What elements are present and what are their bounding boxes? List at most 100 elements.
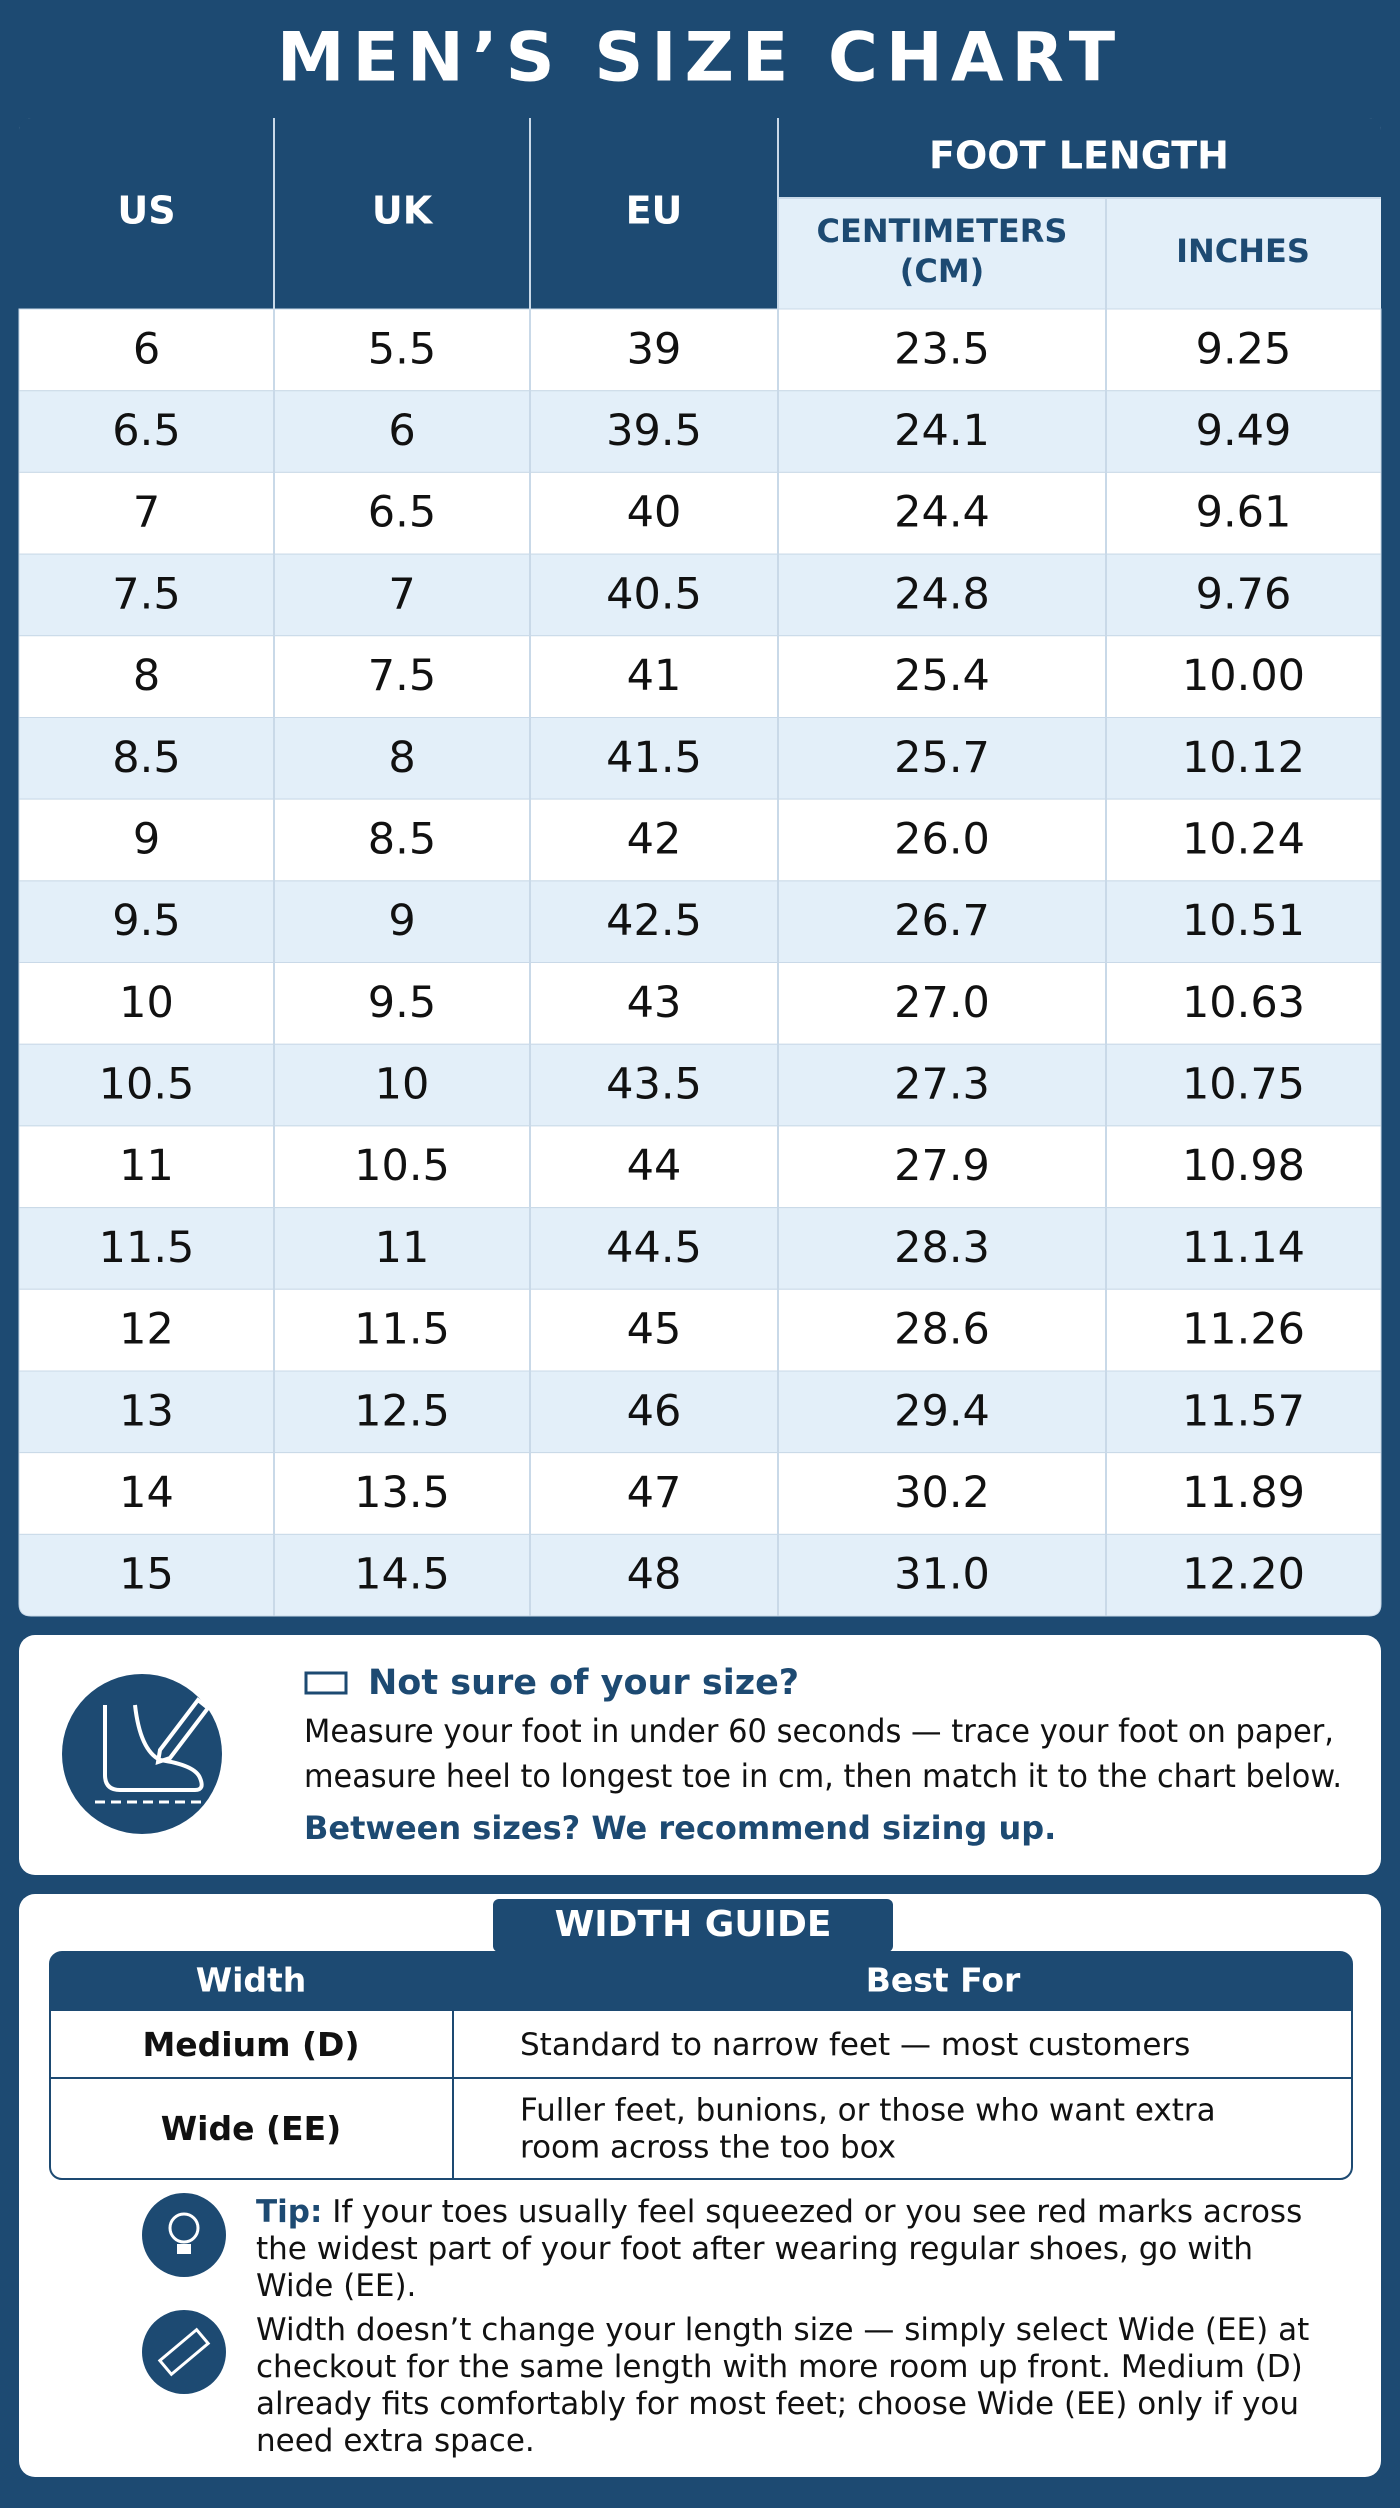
bulb-shape — [168, 2212, 200, 2244]
column-subheader: INCHES — [1176, 232, 1310, 270]
bulb-base — [177, 2244, 191, 2254]
tip-line: the widest part of your foot after weari… — [256, 2231, 1253, 2267]
table-cell: 10.12 — [1182, 733, 1305, 783]
foot-icon — [103, 1704, 204, 1792]
table-cell: 27.0 — [894, 978, 990, 1028]
tip-text: checkout for the same length with more r… — [256, 2349, 1303, 2385]
info-recommendation: Between sizes? We recommend sizing up. — [304, 1809, 1056, 1847]
table-cell: 24.1 — [894, 406, 990, 456]
table-cell: 27.9 — [894, 1141, 990, 1191]
table-cell: 12.5 — [354, 1386, 450, 1436]
table-cell: 11.5 — [354, 1305, 450, 1355]
width-tab — [493, 1899, 893, 1952]
table-cell: 40 — [627, 488, 682, 538]
table-cell: 46 — [627, 1386, 682, 1436]
table-cell: 41.5 — [606, 733, 702, 783]
table-row — [18, 471, 1382, 555]
table-cell: 8.5 — [112, 733, 180, 783]
table-cell: 11.57 — [1182, 1386, 1305, 1436]
table-cell: 12 — [119, 1305, 174, 1355]
subheader-bg — [778, 198, 1381, 309]
table-cell: 10.5 — [99, 1060, 195, 1110]
table-cell: 10.98 — [1182, 1141, 1305, 1191]
column-subheader: (CM) — [900, 252, 985, 290]
table-cell: 48 — [627, 1550, 682, 1600]
table-cell: 24.8 — [894, 569, 990, 619]
table-cell: 9 — [388, 896, 415, 946]
table-cell: 11 — [375, 1223, 430, 1273]
tip-text: Width doesn’t change your length size — … — [256, 2312, 1309, 2348]
table-cell: 23.5 — [894, 324, 990, 374]
table-cell: 27.3 — [894, 1060, 990, 1110]
tip-line: need extra space. — [256, 2423, 535, 2459]
table-cell: 39 — [627, 324, 682, 374]
table-row — [18, 635, 1382, 718]
ruler-icon — [304, 1671, 348, 1695]
table-cell: 28.3 — [894, 1223, 990, 1273]
table-cell: 9.76 — [1196, 569, 1292, 619]
ruler-icon-bg — [142, 2310, 226, 2394]
table-cell: 11.89 — [1182, 1468, 1305, 1518]
width-title: WIDTH GUIDE — [555, 1904, 832, 1945]
table-cell: 8 — [388, 733, 415, 783]
table-cell: 11.5 — [99, 1223, 195, 1273]
table-cell: 40.5 — [606, 569, 702, 619]
table-cell: 44 — [627, 1141, 682, 1191]
table-cell: 10.75 — [1182, 1060, 1305, 1110]
table-cell: 25.4 — [894, 651, 990, 701]
info-text: Measure your foot in under 60 seconds — … — [304, 1712, 1334, 1750]
table-row — [18, 1125, 1382, 1209]
width-box — [19, 1894, 1381, 2477]
title: MEN’S SIZE CHART — [277, 19, 1123, 98]
table-cell: 28.6 — [894, 1305, 990, 1355]
table-cell: 9.61 — [1196, 488, 1292, 538]
width-name: Wide (EE) — [161, 2109, 341, 2148]
tip-text: already fits comfortably for most feet; … — [256, 2386, 1299, 2422]
column-subheader: CENTIMETERS — [817, 212, 1068, 250]
tip-line: If your toes usually feel squeezed or yo… — [322, 2194, 1302, 2230]
table-row — [18, 962, 1382, 1045]
table-cell: 13.5 — [354, 1468, 450, 1518]
table-cell: 9.5 — [368, 978, 436, 1028]
table-cell: 43.5 — [606, 1060, 702, 1110]
table-cell: 43 — [627, 978, 682, 1028]
table-cell: 12.20 — [1182, 1550, 1305, 1600]
tip-line: checkout for the same length with more r… — [256, 2349, 1303, 2385]
table-cell: 10 — [119, 978, 174, 1028]
table-cell: 24.4 — [894, 488, 990, 538]
table-cell: 30.2 — [894, 1468, 990, 1518]
tip-line: already fits comfortably for most feet; … — [256, 2386, 1299, 2422]
width-name: Medium (D) — [142, 2025, 359, 2064]
table-cell: 6 — [388, 406, 415, 456]
table-cell: 14.5 — [354, 1550, 450, 1600]
table-cell: 9.49 — [1196, 406, 1292, 456]
table-cell: 9.25 — [1196, 324, 1292, 374]
table-cell: 7.5 — [368, 651, 436, 701]
table-cell: 13 — [119, 1386, 174, 1436]
table-cell: 41 — [627, 651, 682, 701]
width-best-for: room across the too box — [520, 2130, 896, 2166]
table-cell: 7.5 — [112, 569, 180, 619]
foot-icon-bg — [62, 1674, 222, 1834]
width-table-border — [49, 1951, 1353, 2180]
table-cell: 9 — [133, 814, 160, 864]
column-header: EU — [626, 189, 683, 233]
table-cell: 7 — [388, 569, 415, 619]
table-cell: 14 — [119, 1468, 174, 1518]
column-header: UK — [372, 189, 434, 233]
table-cell: 11.26 — [1182, 1305, 1305, 1355]
table-cell: 8.5 — [368, 814, 436, 864]
table-cell: 6 — [133, 324, 160, 374]
tip-text: Tip: If your toes usually feel squeezed … — [256, 2194, 1302, 2230]
table-row — [18, 1370, 1382, 1454]
table-cell: 9.5 — [112, 896, 180, 946]
tip-text: need extra space. — [256, 2423, 535, 2459]
info-text: measure heel to longest toe in cm, then … — [304, 1757, 1342, 1795]
table-cell: 6.5 — [368, 488, 436, 538]
info-title: Not sure of your size? — [368, 1663, 799, 1703]
tip-text: the widest part of your foot after weari… — [256, 2231, 1253, 2267]
table-cell: 10 — [375, 1060, 430, 1110]
table-cell: 6.5 — [112, 406, 180, 456]
width-best-for: Standard to narrow feet — most customers — [520, 2027, 1190, 2063]
